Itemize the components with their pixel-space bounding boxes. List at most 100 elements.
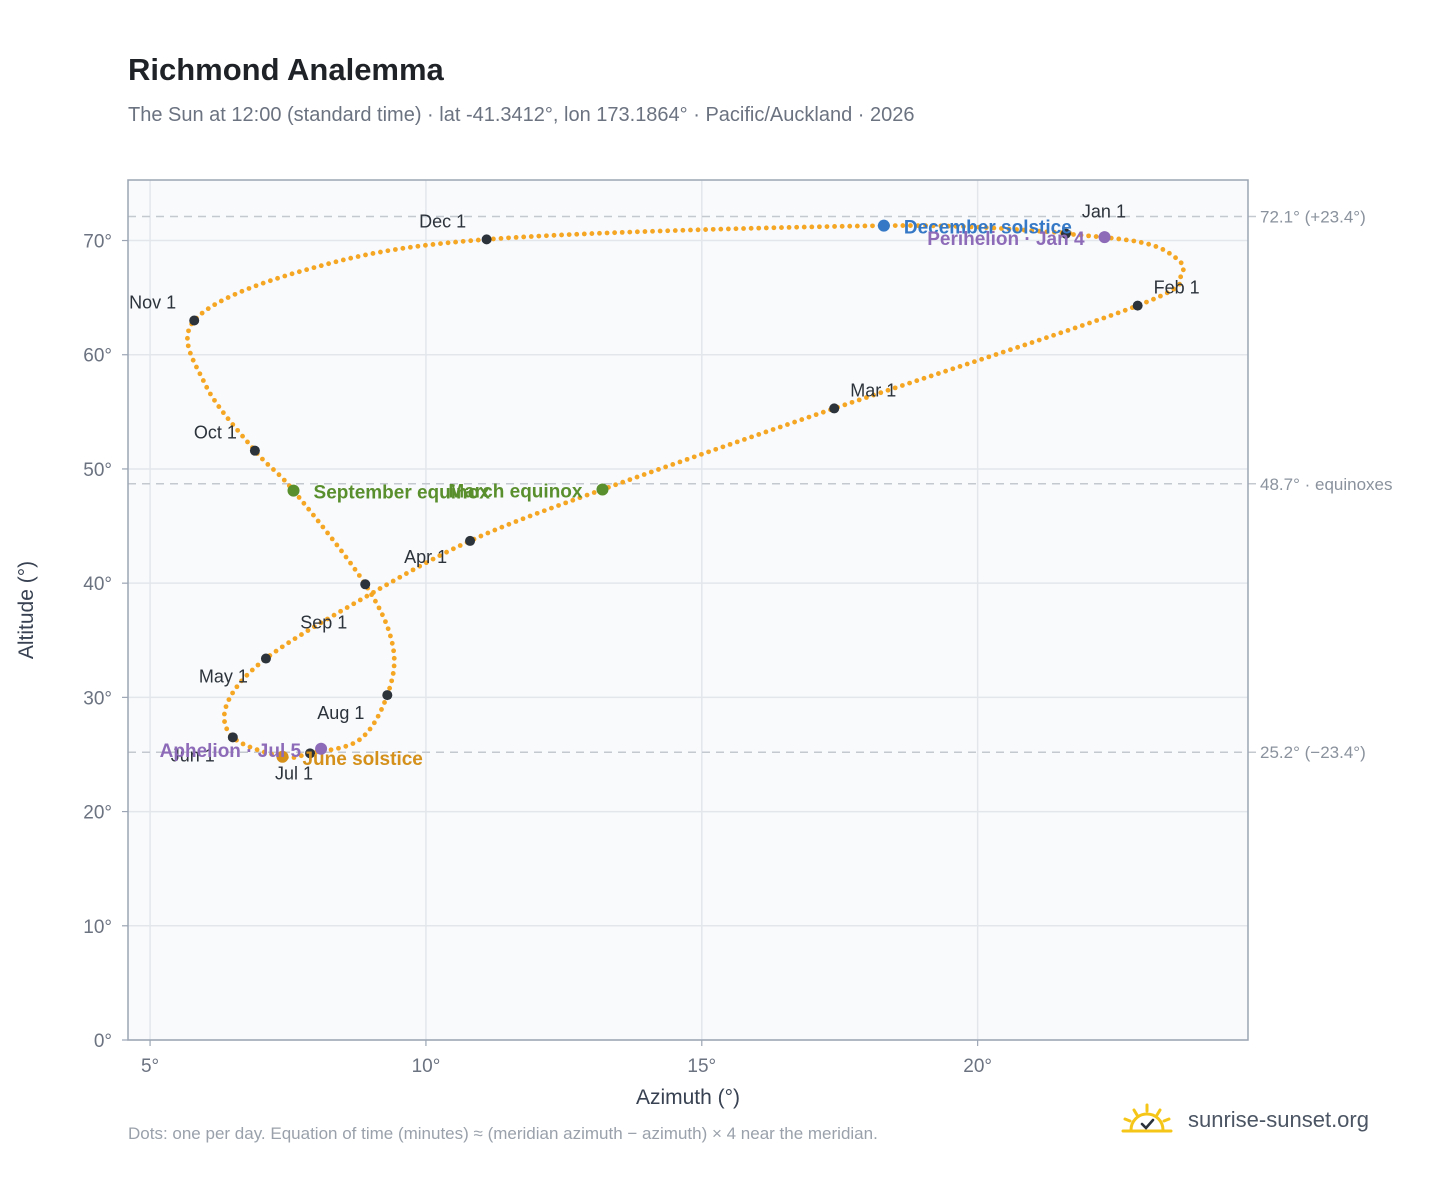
day-dot	[301, 500, 307, 506]
day-dot	[993, 352, 999, 357]
day-dot	[255, 662, 261, 668]
y-tick-label: 20°	[83, 803, 112, 824]
day-dot	[999, 226, 1004, 231]
day-dot	[900, 223, 906, 228]
day-dot	[389, 678, 395, 684]
day-dot	[756, 432, 762, 437]
day-dot	[1178, 274, 1184, 280]
day-dot	[1108, 313, 1114, 318]
day-dot	[641, 472, 647, 477]
day-dot	[1151, 296, 1156, 302]
brand-name[interactable]: sunrise-sunset.org	[1188, 1107, 1369, 1132]
month-label: Apr 1	[404, 547, 447, 567]
day-dot	[813, 412, 819, 418]
day-dot	[498, 235, 504, 241]
day-dot	[383, 619, 388, 625]
day-dot	[513, 519, 519, 524]
reference-lines: 72.1° (+23.4°) 48.7° · equinoxes 25.2° (−2…	[128, 208, 1393, 762]
event-marker	[596, 483, 609, 496]
month-marker	[260, 653, 271, 664]
day-dot	[856, 397, 862, 403]
day-dot	[733, 226, 739, 232]
day-dot	[355, 254, 361, 259]
day-dot	[348, 560, 353, 566]
day-dot	[296, 495, 302, 500]
day-dot	[1014, 227, 1019, 232]
day-dot	[367, 726, 373, 732]
day-dot	[391, 663, 397, 669]
day-dot	[1006, 226, 1012, 232]
day-dot	[619, 229, 625, 235]
day-dot	[915, 223, 921, 229]
day-dot	[763, 225, 769, 231]
day-dot	[1015, 344, 1021, 350]
day-dot	[369, 592, 375, 598]
day-dot	[269, 751, 274, 757]
day-dot	[1021, 227, 1027, 233]
day-dot	[672, 228, 678, 233]
month-label: Jan 1	[1082, 202, 1126, 222]
brand[interactable]: sunrise-sunset.org	[1120, 1102, 1369, 1138]
day-dot	[930, 223, 936, 229]
day-dot	[908, 223, 913, 228]
day-dot	[207, 391, 213, 397]
day-dot	[627, 477, 633, 483]
day-dot	[336, 745, 341, 751]
day-dot	[491, 236, 496, 242]
day-dot	[363, 252, 368, 258]
day-dot	[1116, 236, 1122, 242]
day-dot	[417, 563, 423, 569]
day-dot	[907, 380, 912, 386]
day-dot	[1079, 323, 1085, 328]
day-dot	[1071, 232, 1076, 237]
day-dot	[749, 434, 754, 440]
day-dot	[333, 259, 339, 265]
month-marker	[465, 535, 476, 546]
day-dot	[289, 271, 295, 277]
day-dot	[770, 427, 776, 432]
month-marker	[249, 445, 260, 456]
day-dot	[983, 225, 989, 231]
day-dot	[688, 227, 693, 233]
day-dot	[286, 640, 292, 646]
day-dot	[343, 554, 349, 560]
day-dot	[267, 278, 273, 284]
day-dot	[727, 441, 733, 447]
day-dot	[589, 231, 595, 236]
day-dot	[329, 536, 335, 542]
page-subtitle: The Sun at 12:00 (standard time) · lat -…	[128, 104, 915, 126]
month-label: Jun 1	[171, 745, 215, 765]
day-dot	[864, 395, 869, 400]
day-dot	[964, 361, 970, 367]
day-dot	[703, 227, 709, 232]
day-dot	[976, 224, 982, 230]
day-dot	[713, 446, 719, 452]
day-dot	[391, 648, 397, 654]
month-label: Dec 1	[419, 211, 466, 231]
day-dot	[254, 747, 260, 753]
day-dot	[506, 235, 511, 241]
month-label: May 1	[199, 667, 248, 687]
day-dot	[298, 753, 304, 759]
day-dot	[871, 392, 876, 398]
day-dot	[677, 459, 683, 465]
day-dot	[185, 335, 190, 341]
axes: 5° 10° 15° 20° 0° 10° 20° 30° 40° 50° 60° 70°	[83, 232, 992, 1077]
day-dot	[239, 678, 245, 684]
day-dot	[220, 410, 226, 416]
day-dot	[247, 744, 253, 750]
day-dot	[212, 397, 217, 403]
day-dot	[279, 644, 285, 650]
day-dot	[556, 503, 561, 508]
day-dot	[779, 225, 784, 230]
day-dot	[460, 238, 466, 244]
day-dot	[230, 422, 236, 427]
day-dot	[225, 416, 231, 422]
day-dot	[771, 225, 777, 231]
day-dot	[391, 655, 397, 661]
day-dot	[410, 567, 416, 573]
day-dot	[325, 616, 330, 622]
day-dot	[792, 419, 798, 425]
day-dot	[1158, 293, 1163, 299]
day-dot	[273, 648, 279, 654]
